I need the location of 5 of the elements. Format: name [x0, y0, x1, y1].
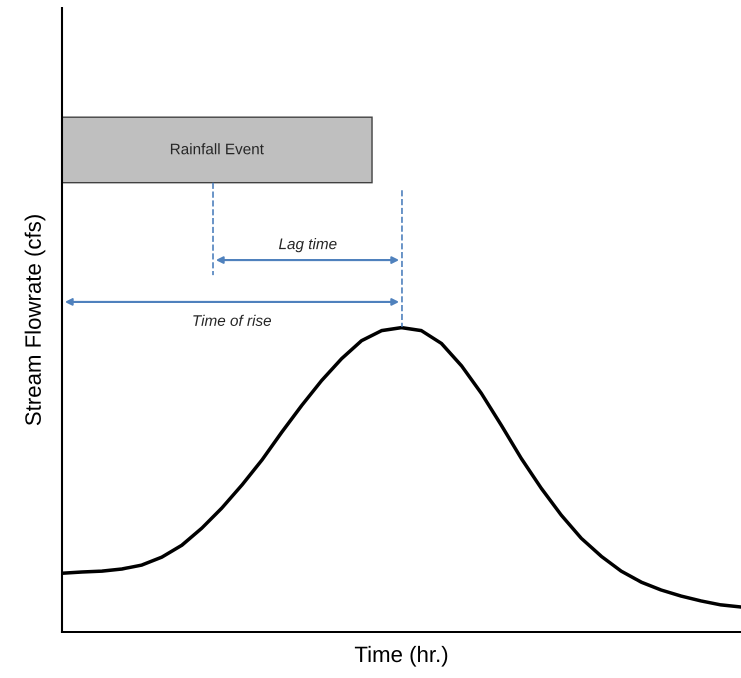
text: Lag time: [278, 238, 337, 252]
y-axis-title: Stream Flowrate (cfs): [24, 215, 46, 426]
text: Rainfall Event: [170, 143, 264, 154]
x-axis-title: Time (hr.): [354, 646, 448, 667]
text: Time of rise: [193, 314, 272, 326]
